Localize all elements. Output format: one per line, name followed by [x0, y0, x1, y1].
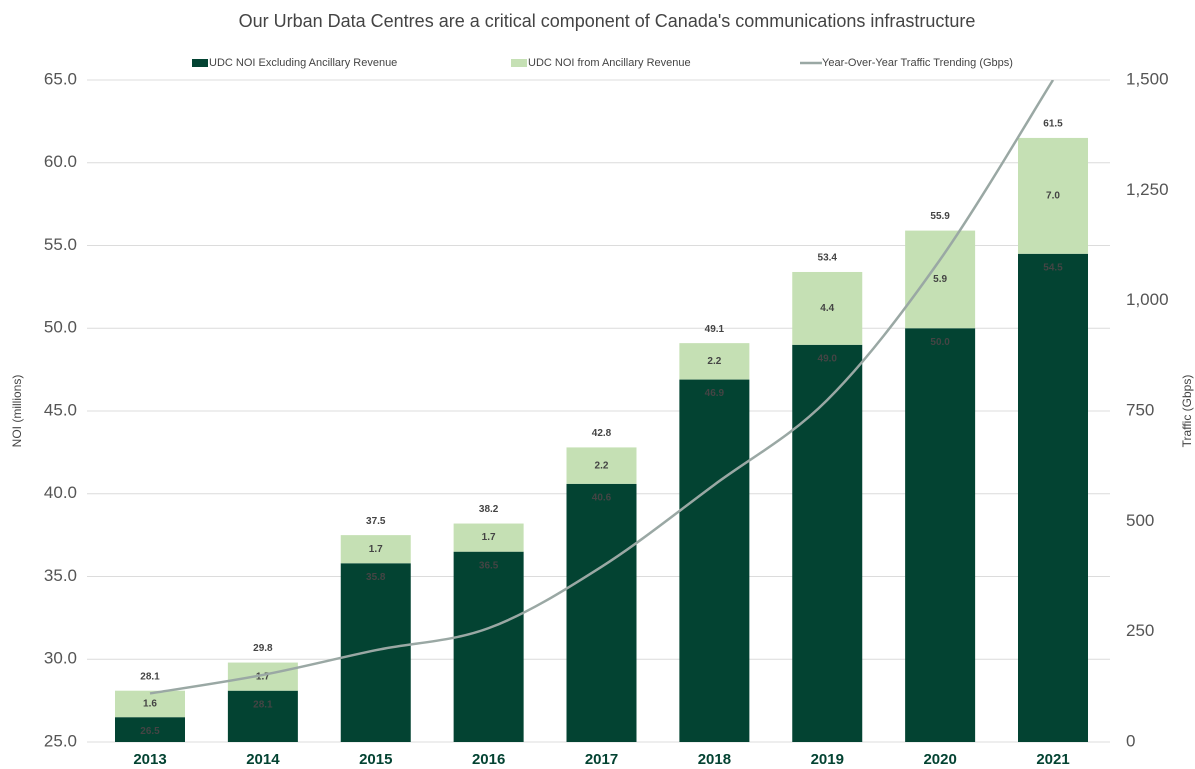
- x-tick-label: 2021: [1036, 751, 1069, 768]
- x-tick-label: 2013: [133, 751, 166, 768]
- total-label: 61.5: [1043, 119, 1063, 130]
- y2-tick-label: 750: [1126, 400, 1154, 419]
- x-tick-label: 2019: [811, 751, 844, 768]
- y-tick-label: 50.0: [44, 318, 77, 337]
- legend-label: UDC NOI from Ancillary Revenue: [528, 57, 691, 69]
- bar-segment: [340, 563, 411, 742]
- data-label: 2.2: [595, 460, 609, 471]
- y2-tick-label: 500: [1126, 511, 1154, 530]
- bar-segment: [792, 344, 863, 742]
- y-tick-label: 30.0: [44, 649, 77, 668]
- total-label: 28.1: [140, 671, 160, 682]
- bar-segment: [566, 483, 637, 742]
- x-tick-label: 2017: [585, 751, 618, 768]
- bar-segment: [227, 662, 298, 691]
- data-label: 4.4: [820, 303, 834, 314]
- y-tick-label: 65.0: [44, 69, 77, 88]
- data-label: 46.9: [705, 388, 725, 399]
- data-label: 28.1: [253, 699, 273, 710]
- bar-segment: [1018, 137, 1088, 254]
- y2-axis-label: Traffic (Gbps): [1180, 375, 1194, 448]
- y2-tick-label: 1,000: [1126, 290, 1169, 309]
- y-tick-label: 25.0: [44, 731, 77, 750]
- y2-tick-label: 0: [1126, 731, 1135, 750]
- data-label: 49.0: [818, 353, 838, 364]
- bar-segment: [227, 690, 298, 742]
- bar-segment: [566, 447, 637, 484]
- data-label: 7.0: [1046, 190, 1060, 201]
- total-label: 49.1: [705, 324, 725, 335]
- data-label: 40.6: [592, 492, 612, 503]
- bar-segment: [453, 523, 524, 552]
- total-label: 37.5: [366, 516, 386, 527]
- data-label: 1.7: [369, 544, 383, 555]
- y-axis-label: NOI (millions): [10, 375, 24, 448]
- bar-segment: [905, 328, 976, 742]
- bar-segment: [679, 343, 750, 380]
- data-label: 50.0: [930, 337, 950, 348]
- bar-segment: [115, 690, 185, 718]
- y-tick-label: 35.0: [44, 566, 77, 585]
- x-tick-label: 2020: [923, 751, 956, 768]
- data-label: 1.7: [256, 671, 270, 682]
- bar-segment: [905, 230, 976, 329]
- x-tick-label: 2014: [246, 751, 280, 768]
- y-tick-label: 45.0: [44, 400, 77, 419]
- legend-label: Year-Over-Year Traffic Trending (Gbps): [822, 57, 1013, 69]
- y-tick-label: 60.0: [44, 152, 77, 171]
- y2-tick-label: 1,250: [1126, 180, 1169, 199]
- x-tick-label: 2016: [472, 751, 505, 768]
- x-tick-label: 2015: [359, 751, 392, 768]
- legend-label: UDC NOI Excluding Ancillary Revenue: [209, 57, 397, 69]
- total-label: 42.8: [592, 428, 612, 439]
- data-label: 26.5: [140, 726, 160, 737]
- bar-segment: [1018, 253, 1088, 742]
- data-label: 35.8: [366, 572, 386, 583]
- bar-segment: [679, 379, 750, 742]
- bar-segment: [340, 535, 411, 564]
- y-tick-label: 55.0: [44, 235, 77, 254]
- y-tick-label: 40.0: [44, 483, 77, 502]
- bar-segment: [115, 717, 185, 742]
- data-label: 1.6: [143, 699, 157, 710]
- y2-tick-label: 1,500: [1126, 69, 1169, 88]
- legend-swatch: [511, 59, 527, 67]
- total-label: 38.2: [479, 504, 499, 515]
- bar-segment: [792, 271, 863, 345]
- data-label: 36.5: [479, 560, 499, 571]
- data-label: 1.7: [482, 532, 496, 543]
- x-tick-label: 2018: [698, 751, 731, 768]
- total-label: 29.8: [253, 643, 273, 654]
- traffic-line: [149, 80, 1055, 695]
- y2-tick-label: 250: [1126, 621, 1154, 640]
- total-label: 55.9: [930, 211, 950, 222]
- data-label: 5.9: [933, 274, 947, 285]
- legend-swatch: [192, 59, 208, 67]
- bar-segment: [453, 551, 524, 742]
- total-label: 53.4: [818, 253, 838, 264]
- data-label: 2.2: [707, 356, 721, 367]
- data-label: 54.5: [1043, 262, 1063, 273]
- chart-title: Our Urban Data Centres are a critical co…: [239, 11, 976, 31]
